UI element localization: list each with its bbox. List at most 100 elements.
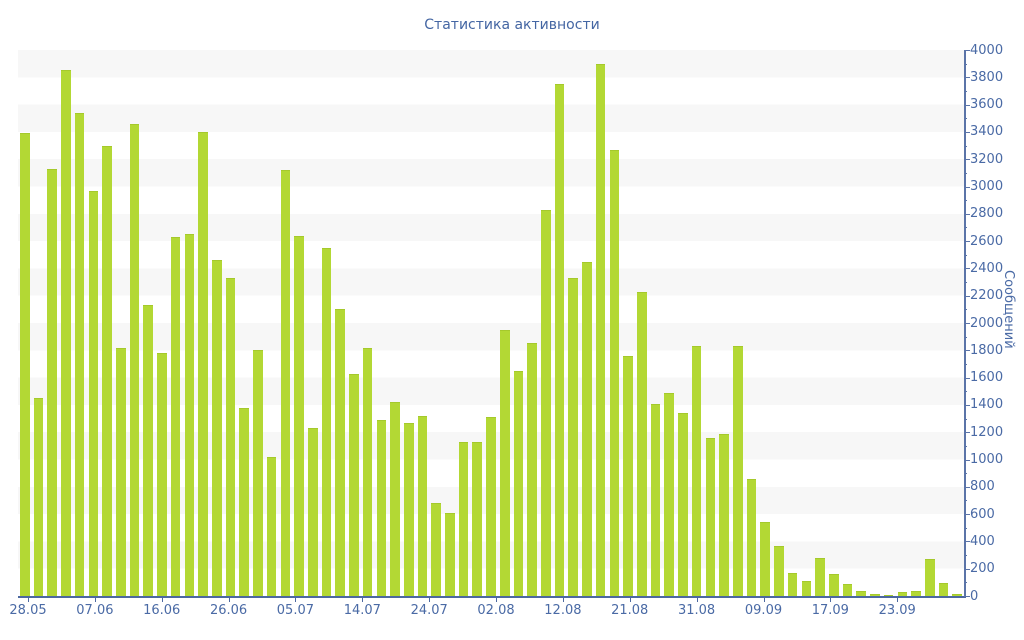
bar xyxy=(486,417,496,596)
bar xyxy=(732,346,743,596)
y-tick-label: 3400 xyxy=(970,124,1004,140)
x-tick-label: 14.07 xyxy=(343,603,381,618)
bar xyxy=(335,309,345,596)
y-major-tick xyxy=(964,77,970,79)
bar xyxy=(499,330,510,596)
bar xyxy=(417,416,428,596)
bar xyxy=(102,146,112,596)
x-tick xyxy=(897,597,899,602)
bar xyxy=(637,292,647,596)
y-major-tick xyxy=(964,486,970,488)
bar xyxy=(609,150,620,596)
y-tick-label: 2600 xyxy=(970,233,1004,249)
y-minor-tick xyxy=(964,336,967,338)
x-tick-label: 24.07 xyxy=(410,603,448,618)
bar xyxy=(678,413,688,596)
y-tick-label: 800 xyxy=(970,479,995,495)
x-tick-label: 31.08 xyxy=(677,603,716,618)
x-tick xyxy=(629,597,631,602)
bar xyxy=(883,595,894,596)
y-minor-tick xyxy=(964,500,967,502)
bar xyxy=(623,356,633,596)
x-tick-label: 26.06 xyxy=(209,603,248,618)
x-tick-label: 02.08 xyxy=(477,603,515,618)
y-minor-tick xyxy=(964,254,967,256)
bar xyxy=(458,442,469,596)
y-tick-label: 200 xyxy=(970,561,995,577)
bar xyxy=(705,438,716,596)
bar xyxy=(911,591,921,596)
bar xyxy=(225,278,236,596)
bar xyxy=(650,404,661,596)
bar xyxy=(431,503,441,596)
y-major-tick xyxy=(964,213,970,215)
y-tick-label: 1200 xyxy=(970,424,1004,440)
y-minor-tick xyxy=(964,90,967,92)
y-minor-tick xyxy=(964,582,967,584)
bar xyxy=(582,262,592,596)
y-minor-tick xyxy=(964,473,967,475)
bar xyxy=(143,305,154,596)
bar xyxy=(47,169,58,596)
y-major-tick xyxy=(964,104,970,106)
y-major-tick xyxy=(964,241,970,243)
x-tick xyxy=(429,597,431,602)
y-minor-tick xyxy=(964,445,967,447)
plot-area xyxy=(18,50,964,596)
x-tick xyxy=(94,597,96,602)
x-tick-label: 28.05 xyxy=(9,603,47,618)
y-tick-label: 3600 xyxy=(970,97,1004,113)
y-minor-tick xyxy=(964,309,967,311)
x-tick xyxy=(28,597,29,602)
x-tick-label: 17.09 xyxy=(811,603,849,618)
y-minor-tick xyxy=(964,391,967,393)
y-tick-label: 2800 xyxy=(970,206,1004,222)
bar xyxy=(20,133,30,596)
bar xyxy=(664,393,675,596)
y-tick-label: 1600 xyxy=(970,370,1004,386)
y-major-tick xyxy=(964,295,970,297)
bar xyxy=(774,546,784,596)
y-major-tick xyxy=(964,131,970,133)
x-tick-label: 16.06 xyxy=(143,603,181,618)
bar xyxy=(746,479,757,596)
bar xyxy=(33,398,44,596)
bar xyxy=(403,423,414,596)
y-minor-tick xyxy=(964,145,967,147)
bar xyxy=(239,408,249,596)
bar xyxy=(61,70,71,596)
bar xyxy=(897,592,908,596)
y-tick-label: 1400 xyxy=(970,397,1004,413)
y-major-tick xyxy=(964,186,970,188)
bar xyxy=(170,237,181,596)
x-tick xyxy=(161,597,163,602)
x-tick xyxy=(362,597,364,602)
x-tick xyxy=(696,597,698,602)
bar xyxy=(362,348,373,596)
y-tick-label: 2000 xyxy=(970,315,1004,331)
y-axis-title: Сообщений xyxy=(1001,270,1016,349)
bar xyxy=(376,420,387,596)
bar xyxy=(815,558,825,596)
bar xyxy=(294,236,304,596)
bar xyxy=(856,591,866,596)
chart-title: Статистика активности xyxy=(424,17,600,33)
y-minor-tick xyxy=(964,363,967,365)
y-major-tick xyxy=(964,568,970,570)
bar xyxy=(266,457,277,596)
y-minor-tick xyxy=(964,227,967,229)
bar xyxy=(212,260,222,596)
x-tick xyxy=(496,597,497,602)
y-axis-line xyxy=(964,50,966,598)
y-major-tick xyxy=(964,459,970,461)
bar xyxy=(938,583,949,596)
x-tick-label: 09.09 xyxy=(744,603,783,618)
y-major-tick xyxy=(964,404,970,406)
bar xyxy=(760,522,770,596)
bar xyxy=(116,348,126,596)
bar xyxy=(74,113,85,596)
y-major-tick xyxy=(964,323,970,324)
y-minor-tick xyxy=(964,172,967,174)
bar xyxy=(719,434,729,596)
